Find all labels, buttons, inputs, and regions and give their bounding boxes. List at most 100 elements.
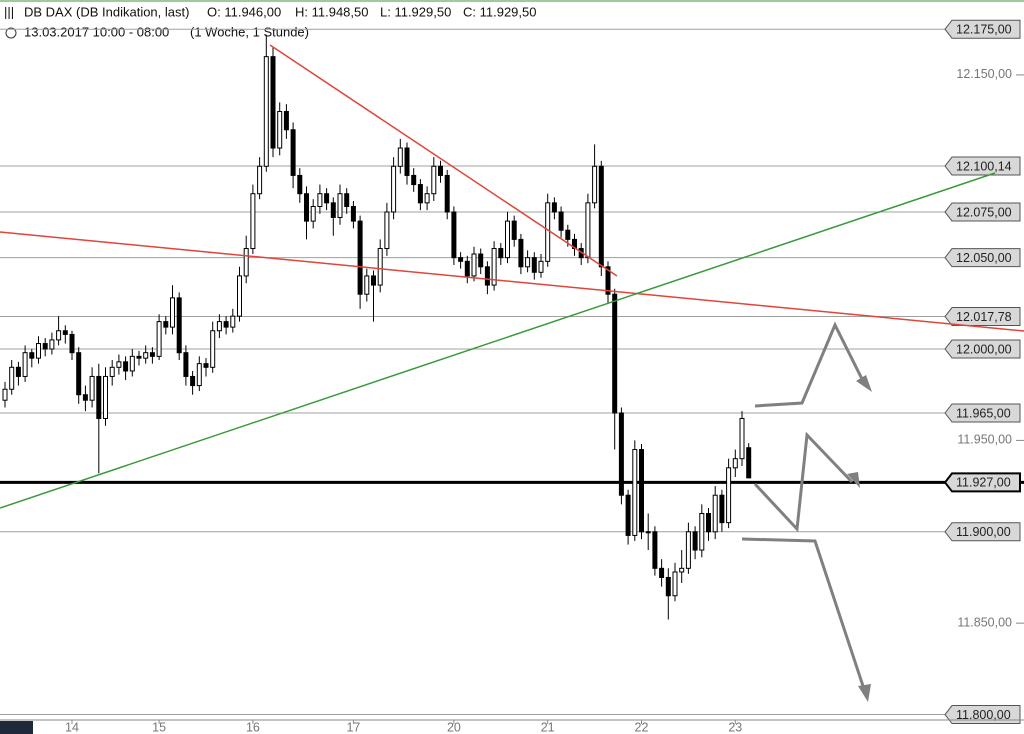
price-tag: [944, 522, 1021, 542]
corner-widget: [0, 721, 33, 734]
candle-body: [451, 211, 457, 259]
price-tag: [944, 248, 1021, 268]
candle-body: [103, 375, 108, 419]
candle-body: [82, 394, 88, 401]
candle-body: [417, 184, 423, 204]
arrow-head: [847, 472, 860, 488]
candle-body: [270, 56, 276, 149]
interval: (1 Woche, 1 Stunde): [190, 24, 309, 39]
candle-body: [324, 193, 330, 204]
candle-body: [156, 321, 162, 357]
candle-body: [89, 375, 95, 401]
close: C: 11.929,50: [463, 4, 536, 19]
candle-body: [163, 321, 169, 328]
candle-body: [491, 248, 497, 286]
candle-body: [2, 388, 8, 401]
candle-body: [585, 202, 591, 259]
instrument: DB DAX (DB Indikation, last): [24, 4, 189, 19]
arrow: [753, 431, 854, 533]
x-tick-label: 23: [728, 720, 742, 734]
y-tick-label: 12.150,00: [956, 67, 1012, 81]
price-tag-label: 11.927,00: [956, 476, 1011, 490]
price-tag-label: 12.075,00: [956, 205, 1012, 219]
arrow-head: [858, 684, 871, 702]
header: ||| DB DAX (DB Indikation, last) O: 11.9…: [0, 0, 1024, 39]
price-tag: [943, 472, 1021, 493]
price-tag-label: 12.050,00: [956, 251, 1012, 265]
candle-body: [350, 205, 356, 222]
y-tick-label: 11.950,00: [957, 433, 1012, 447]
candle-body: [525, 257, 531, 268]
candle-body: [297, 174, 303, 195]
candle-body: [183, 352, 189, 377]
candle-body: [672, 571, 678, 597]
candle-body: [538, 260, 544, 273]
chart-icon: |||: [4, 4, 14, 19]
x-tick-label: 21: [541, 720, 555, 734]
candle-body: [237, 275, 242, 317]
low: L: 11.929,50: [380, 4, 451, 19]
candle-body: [679, 567, 685, 573]
x-tick-label: 16: [246, 720, 260, 734]
candle-body: [49, 339, 55, 350]
price-tag: [944, 403, 1021, 423]
candle-body: [397, 147, 403, 167]
candle-body: [123, 361, 129, 372]
trend-line: [0, 231, 1024, 332]
scenario-arrows: [741, 321, 867, 693]
candle-body: [330, 202, 336, 218]
price-tag-label: 12.017,78: [956, 310, 1012, 324]
candle-body: [438, 165, 443, 176]
candle-body: [692, 531, 698, 551]
candle-body: [625, 494, 631, 536]
candle-body: [712, 494, 718, 533]
candle-body: [364, 275, 370, 295]
arrow: [754, 321, 867, 408]
candle-body: [317, 193, 323, 207]
y-tick-label: 11.850,00: [957, 615, 1012, 629]
candle-body: [746, 447, 752, 479]
candle-body: [76, 352, 82, 396]
candle-body: [592, 165, 598, 204]
candle-body: [719, 494, 725, 524]
candle-body: [69, 333, 75, 354]
candle-body: [250, 193, 256, 250]
candle-body: [645, 531, 651, 534]
plot: 12.175,00 12.100,14 12.075,00 12.050,00 12.0…: [0, 19, 1024, 734]
high: H: 11.948,50: [295, 4, 368, 19]
price-tag: [944, 339, 1021, 359]
candle-body: [598, 165, 604, 268]
candle-body: [484, 266, 490, 286]
arrow-heads: [847, 375, 872, 702]
candle-body: [706, 513, 711, 533]
trend-line: [0, 172, 996, 509]
candle-body: [732, 458, 738, 469]
candle-body: [257, 165, 263, 195]
candle-body: [478, 253, 484, 268]
candle-body: [136, 355, 142, 359]
candle-body: [62, 330, 68, 335]
candle-body: [344, 193, 350, 207]
price-tag: [944, 202, 1021, 222]
candle-body: [652, 531, 658, 569]
annotations: [0, 44, 1024, 734]
candle-body: [639, 449, 644, 533]
candle-body: [558, 211, 564, 231]
candle-body: [277, 110, 283, 149]
candle-body: [739, 417, 745, 460]
candle-body: [109, 366, 115, 377]
open: O: 11.946,00: [207, 4, 281, 19]
candle-body: [505, 220, 510, 259]
candle-body: [471, 253, 477, 277]
candle-body: [116, 361, 122, 368]
candle-body: [464, 260, 470, 277]
candle-body: [176, 297, 182, 354]
candle-body: [263, 56, 269, 167]
candle-body: [190, 375, 196, 387]
candle-body: [9, 366, 15, 390]
candle-body: [129, 355, 135, 372]
x-tick-label: 15: [152, 720, 166, 734]
x-tick-label: 17: [346, 720, 360, 734]
candle-body: [391, 165, 397, 213]
